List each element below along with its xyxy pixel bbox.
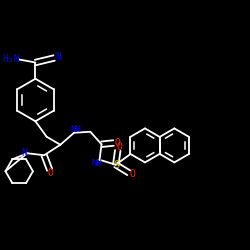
- Text: NH: NH: [71, 125, 82, 134]
- Text: N: N: [22, 148, 28, 158]
- Text: O: O: [114, 138, 120, 147]
- Text: NH: NH: [92, 158, 102, 168]
- Text: N: N: [56, 52, 62, 62]
- Text: H₂N: H₂N: [2, 54, 20, 64]
- Text: S: S: [114, 160, 120, 170]
- Text: O: O: [129, 169, 135, 179]
- Text: O: O: [48, 168, 54, 178]
- Text: O: O: [116, 142, 122, 152]
